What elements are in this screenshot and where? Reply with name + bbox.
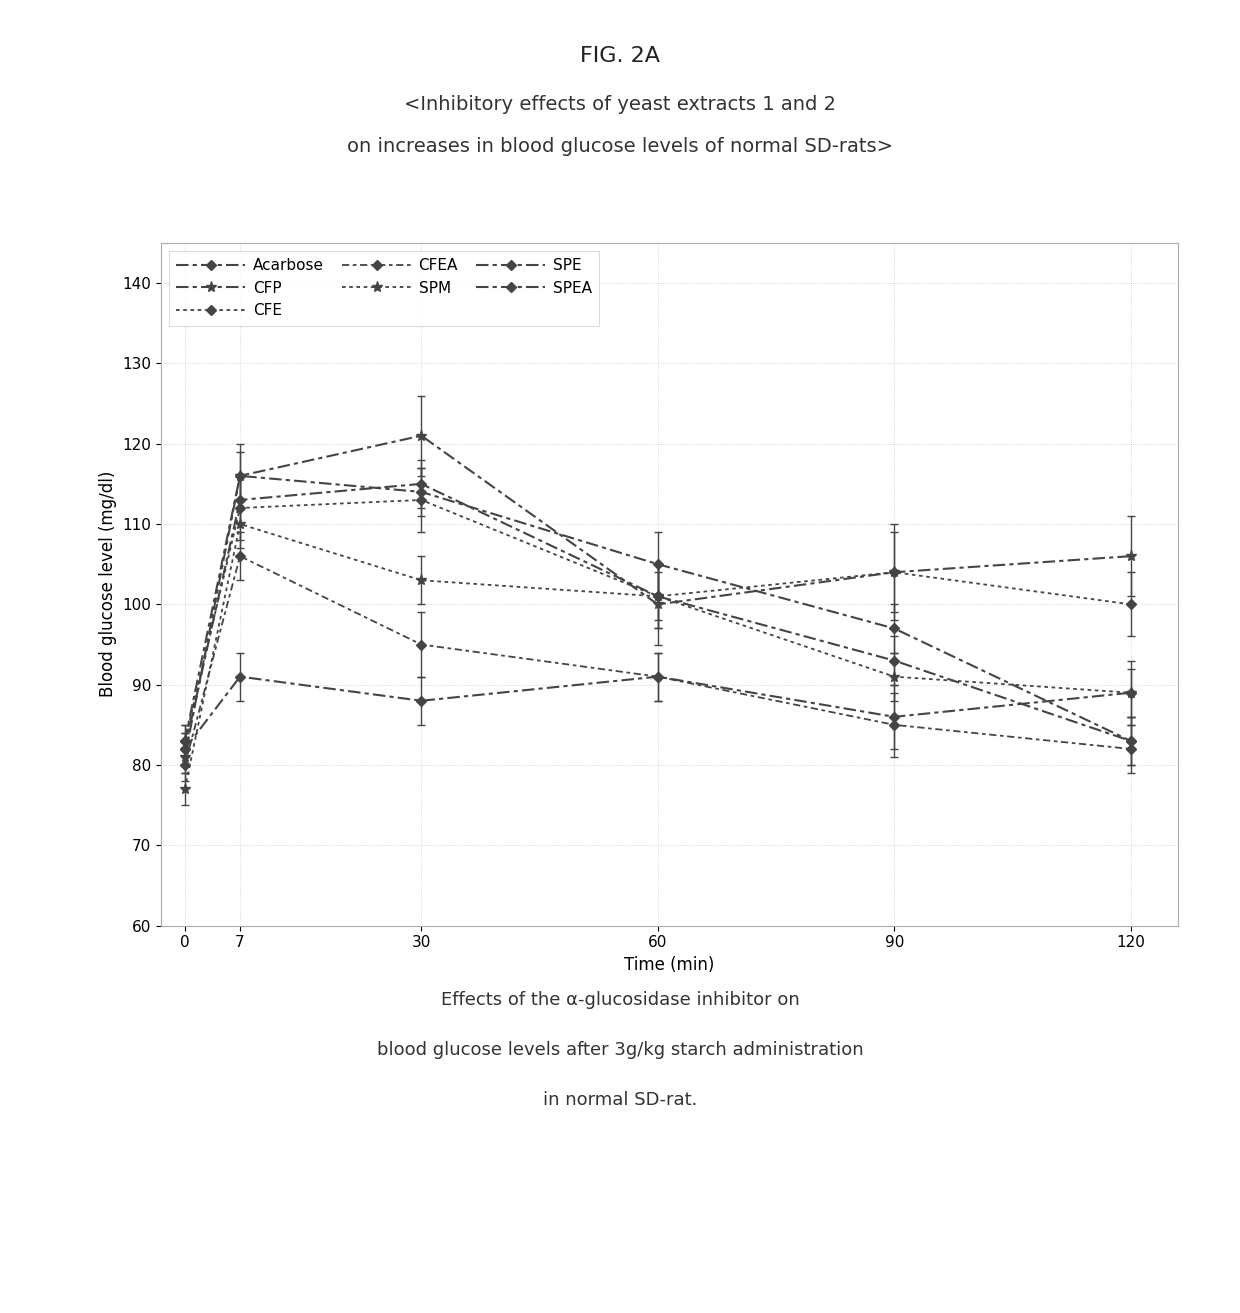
Text: in normal SD-rat.: in normal SD-rat. [543, 1091, 697, 1109]
Text: on increases in blood glucose levels of normal SD-rats>: on increases in blood glucose levels of … [347, 137, 893, 155]
Y-axis label: Blood glucose level (mg/dl): Blood glucose level (mg/dl) [99, 471, 117, 697]
Text: FIG. 2A: FIG. 2A [580, 46, 660, 66]
Text: blood glucose levels after 3g/kg starch administration: blood glucose levels after 3g/kg starch … [377, 1041, 863, 1060]
X-axis label: Time (min): Time (min) [625, 956, 714, 974]
Legend: Acarbose, CFP, CFE, CFEA, SPM, SPE, SPEA: Acarbose, CFP, CFE, CFEA, SPM, SPE, SPEA [169, 251, 599, 326]
Text: Effects of the α-glucosidase inhibitor on: Effects of the α-glucosidase inhibitor o… [440, 991, 800, 1010]
Text: <Inhibitory effects of yeast extracts 1 and 2: <Inhibitory effects of yeast extracts 1 … [404, 95, 836, 113]
